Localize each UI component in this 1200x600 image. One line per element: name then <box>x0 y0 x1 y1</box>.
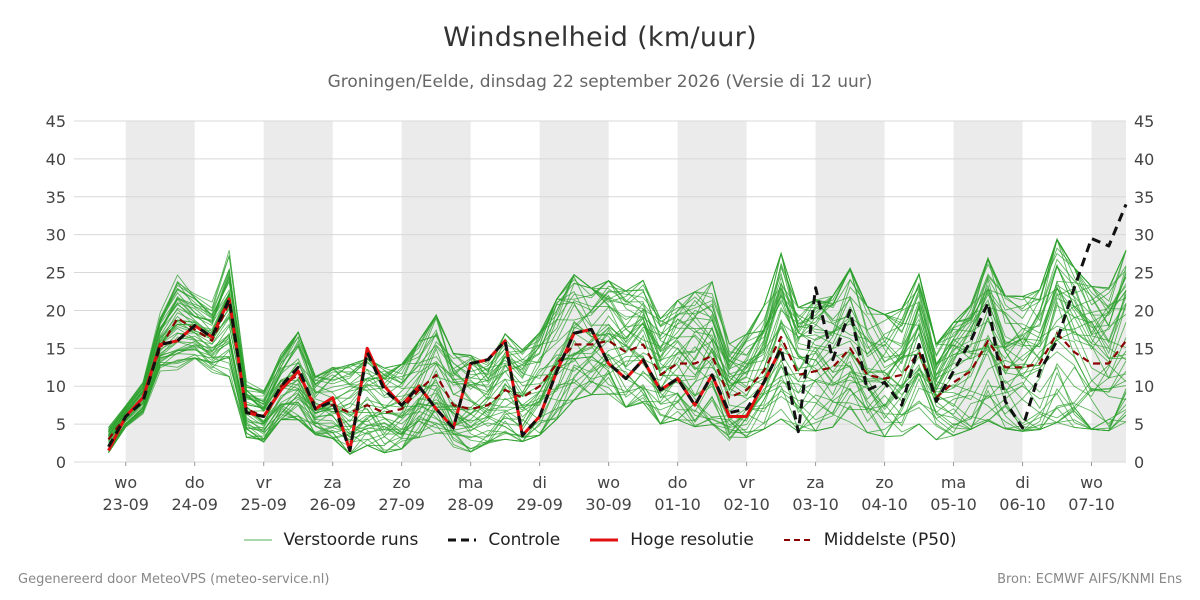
x-tick-day-label: za <box>806 473 824 492</box>
y-tick-label: 15 <box>46 339 66 358</box>
ensemble-lines <box>108 237 1127 455</box>
legend-swatch-median <box>783 539 812 541</box>
ensemble-member-line <box>108 239 1127 431</box>
ensemble-member-line <box>108 265 1127 453</box>
y-tick-label: 0 <box>56 453 66 472</box>
legend-item-hires: Hoge resolutie <box>590 530 754 550</box>
x-tick-day-label: ma <box>458 473 483 492</box>
y-tick-label: 5 <box>1134 415 1144 434</box>
ensemble-member-line <box>108 266 1127 441</box>
x-tick-day-label: wo <box>597 473 620 492</box>
legend-swatch-control <box>448 538 477 542</box>
x-tick-day-label: wo <box>1080 473 1103 492</box>
x-tick-day-label: di <box>532 473 547 492</box>
y-tick-label: 35 <box>46 188 66 207</box>
legend-label-ensemble: Verstoorde runs <box>283 530 419 550</box>
ensemble-member-line <box>108 277 1127 445</box>
y-tick-label: 20 <box>46 301 66 320</box>
chart-title: Windsnelheid (km/uur) <box>443 22 757 53</box>
ensemble-member-line <box>108 274 1127 449</box>
x-tick-day-label: vr <box>256 473 272 492</box>
y-tick-label: 45 <box>1134 112 1154 131</box>
x-tick-date-label: 27-09 <box>378 495 425 514</box>
x-tick-date-label: 04-10 <box>861 495 908 514</box>
legend-swatch-ensemble <box>243 539 272 541</box>
x-tick-day-label: zo <box>875 473 893 492</box>
x-tick-date-label: 28-09 <box>447 495 494 514</box>
footer-source: Bron: ECMWF AIFS/KNMI Ens <box>997 572 1182 587</box>
y-tick-label: 30 <box>1134 226 1154 245</box>
legend-label-median: Middelste (P50) <box>823 530 957 550</box>
x-tick-day-label: wo <box>114 473 137 492</box>
y-tick-label: 25 <box>46 264 66 283</box>
y-tick-label: 0 <box>1134 453 1144 472</box>
y-axis-left: 0 5 10 15 20 25 30 35 40 45 <box>46 112 66 472</box>
ensemble-member-line <box>108 281 1127 435</box>
y-tick-label: 25 <box>1134 264 1154 283</box>
x-tick-date-label: 23-09 <box>102 495 149 514</box>
x-tick-date-label: 29-09 <box>516 495 563 514</box>
y-axis-right: 0 5 10 15 20 25 30 35 40 45 <box>1134 112 1154 472</box>
ensemble-member-line <box>108 274 1127 428</box>
weekday-band <box>677 121 747 462</box>
x-tick-day-label: vr <box>739 473 755 492</box>
footer-generated-by: Gegenereerd door MeteoVPS (meteo-service… <box>18 572 330 587</box>
chart-subtitle: Groningen/Eelde, dinsdag 22 september 20… <box>327 72 873 92</box>
x-tick-day-label: do <box>185 473 205 492</box>
x-tick-day-label: zo <box>393 473 411 492</box>
ensemble-member-line <box>108 287 1127 442</box>
ensemble-member-line <box>108 267 1127 429</box>
ensemble-member-line <box>108 267 1127 455</box>
control-line <box>107 203 1128 453</box>
ensemble-member-line <box>108 311 1127 441</box>
legend-item-ensemble: Verstoorde runs <box>243 530 419 550</box>
x-tick-date-label: 24-09 <box>171 495 218 514</box>
x-tick-date-label: 25-09 <box>240 495 287 514</box>
y-tick-label: 5 <box>56 415 66 434</box>
x-tick-day-label: ma <box>941 473 966 492</box>
x-axis: wo 23-09 do 24-09 vr 25-09 za 26-09 zo 27-09 ma 28-… <box>102 462 1115 514</box>
ensemble-member-line <box>108 247 1127 443</box>
y-tick-label: 40 <box>1134 150 1154 169</box>
legend-swatch-hires <box>590 538 619 542</box>
legend-item-median: Middelste (P50) <box>783 530 957 550</box>
y-tick-label: 15 <box>1134 339 1154 358</box>
legend-label-control: Controle <box>488 530 561 550</box>
legend-item-control: Controle <box>448 530 560 550</box>
y-tick-label: 10 <box>46 377 66 396</box>
x-tick-date-label: 03-10 <box>792 495 839 514</box>
x-tick-day-label: di <box>1015 473 1030 492</box>
weekday-band <box>953 121 1023 462</box>
x-tick-date-label: 06-10 <box>999 495 1046 514</box>
x-tick-day-label: za <box>324 473 342 492</box>
x-tick-day-label: do <box>668 473 688 492</box>
y-tick-label: 45 <box>46 112 66 131</box>
y-tick-label: 20 <box>1134 301 1154 320</box>
y-tick-label: 35 <box>1134 188 1154 207</box>
legend: Verstoorde runs Controle Hoge resolutie … <box>0 530 1200 550</box>
ensemble-member-line <box>108 342 1127 450</box>
x-tick-date-label: 30-09 <box>585 495 632 514</box>
y-tick-label: 40 <box>46 150 66 169</box>
legend-label-hires: Hoge resolutie <box>630 530 754 550</box>
ensemble-member-line <box>108 280 1127 440</box>
x-tick-date-label: 07-10 <box>1068 495 1115 514</box>
x-tick-date-label: 01-10 <box>654 495 701 514</box>
x-tick-date-label: 02-10 <box>723 495 770 514</box>
main-lines <box>107 203 1128 453</box>
y-tick-label: 10 <box>1134 377 1154 396</box>
x-tick-date-label: 26-09 <box>309 495 356 514</box>
median-line <box>107 301 1127 440</box>
y-tick-label: 30 <box>46 226 66 245</box>
x-tick-date-label: 05-10 <box>930 495 977 514</box>
